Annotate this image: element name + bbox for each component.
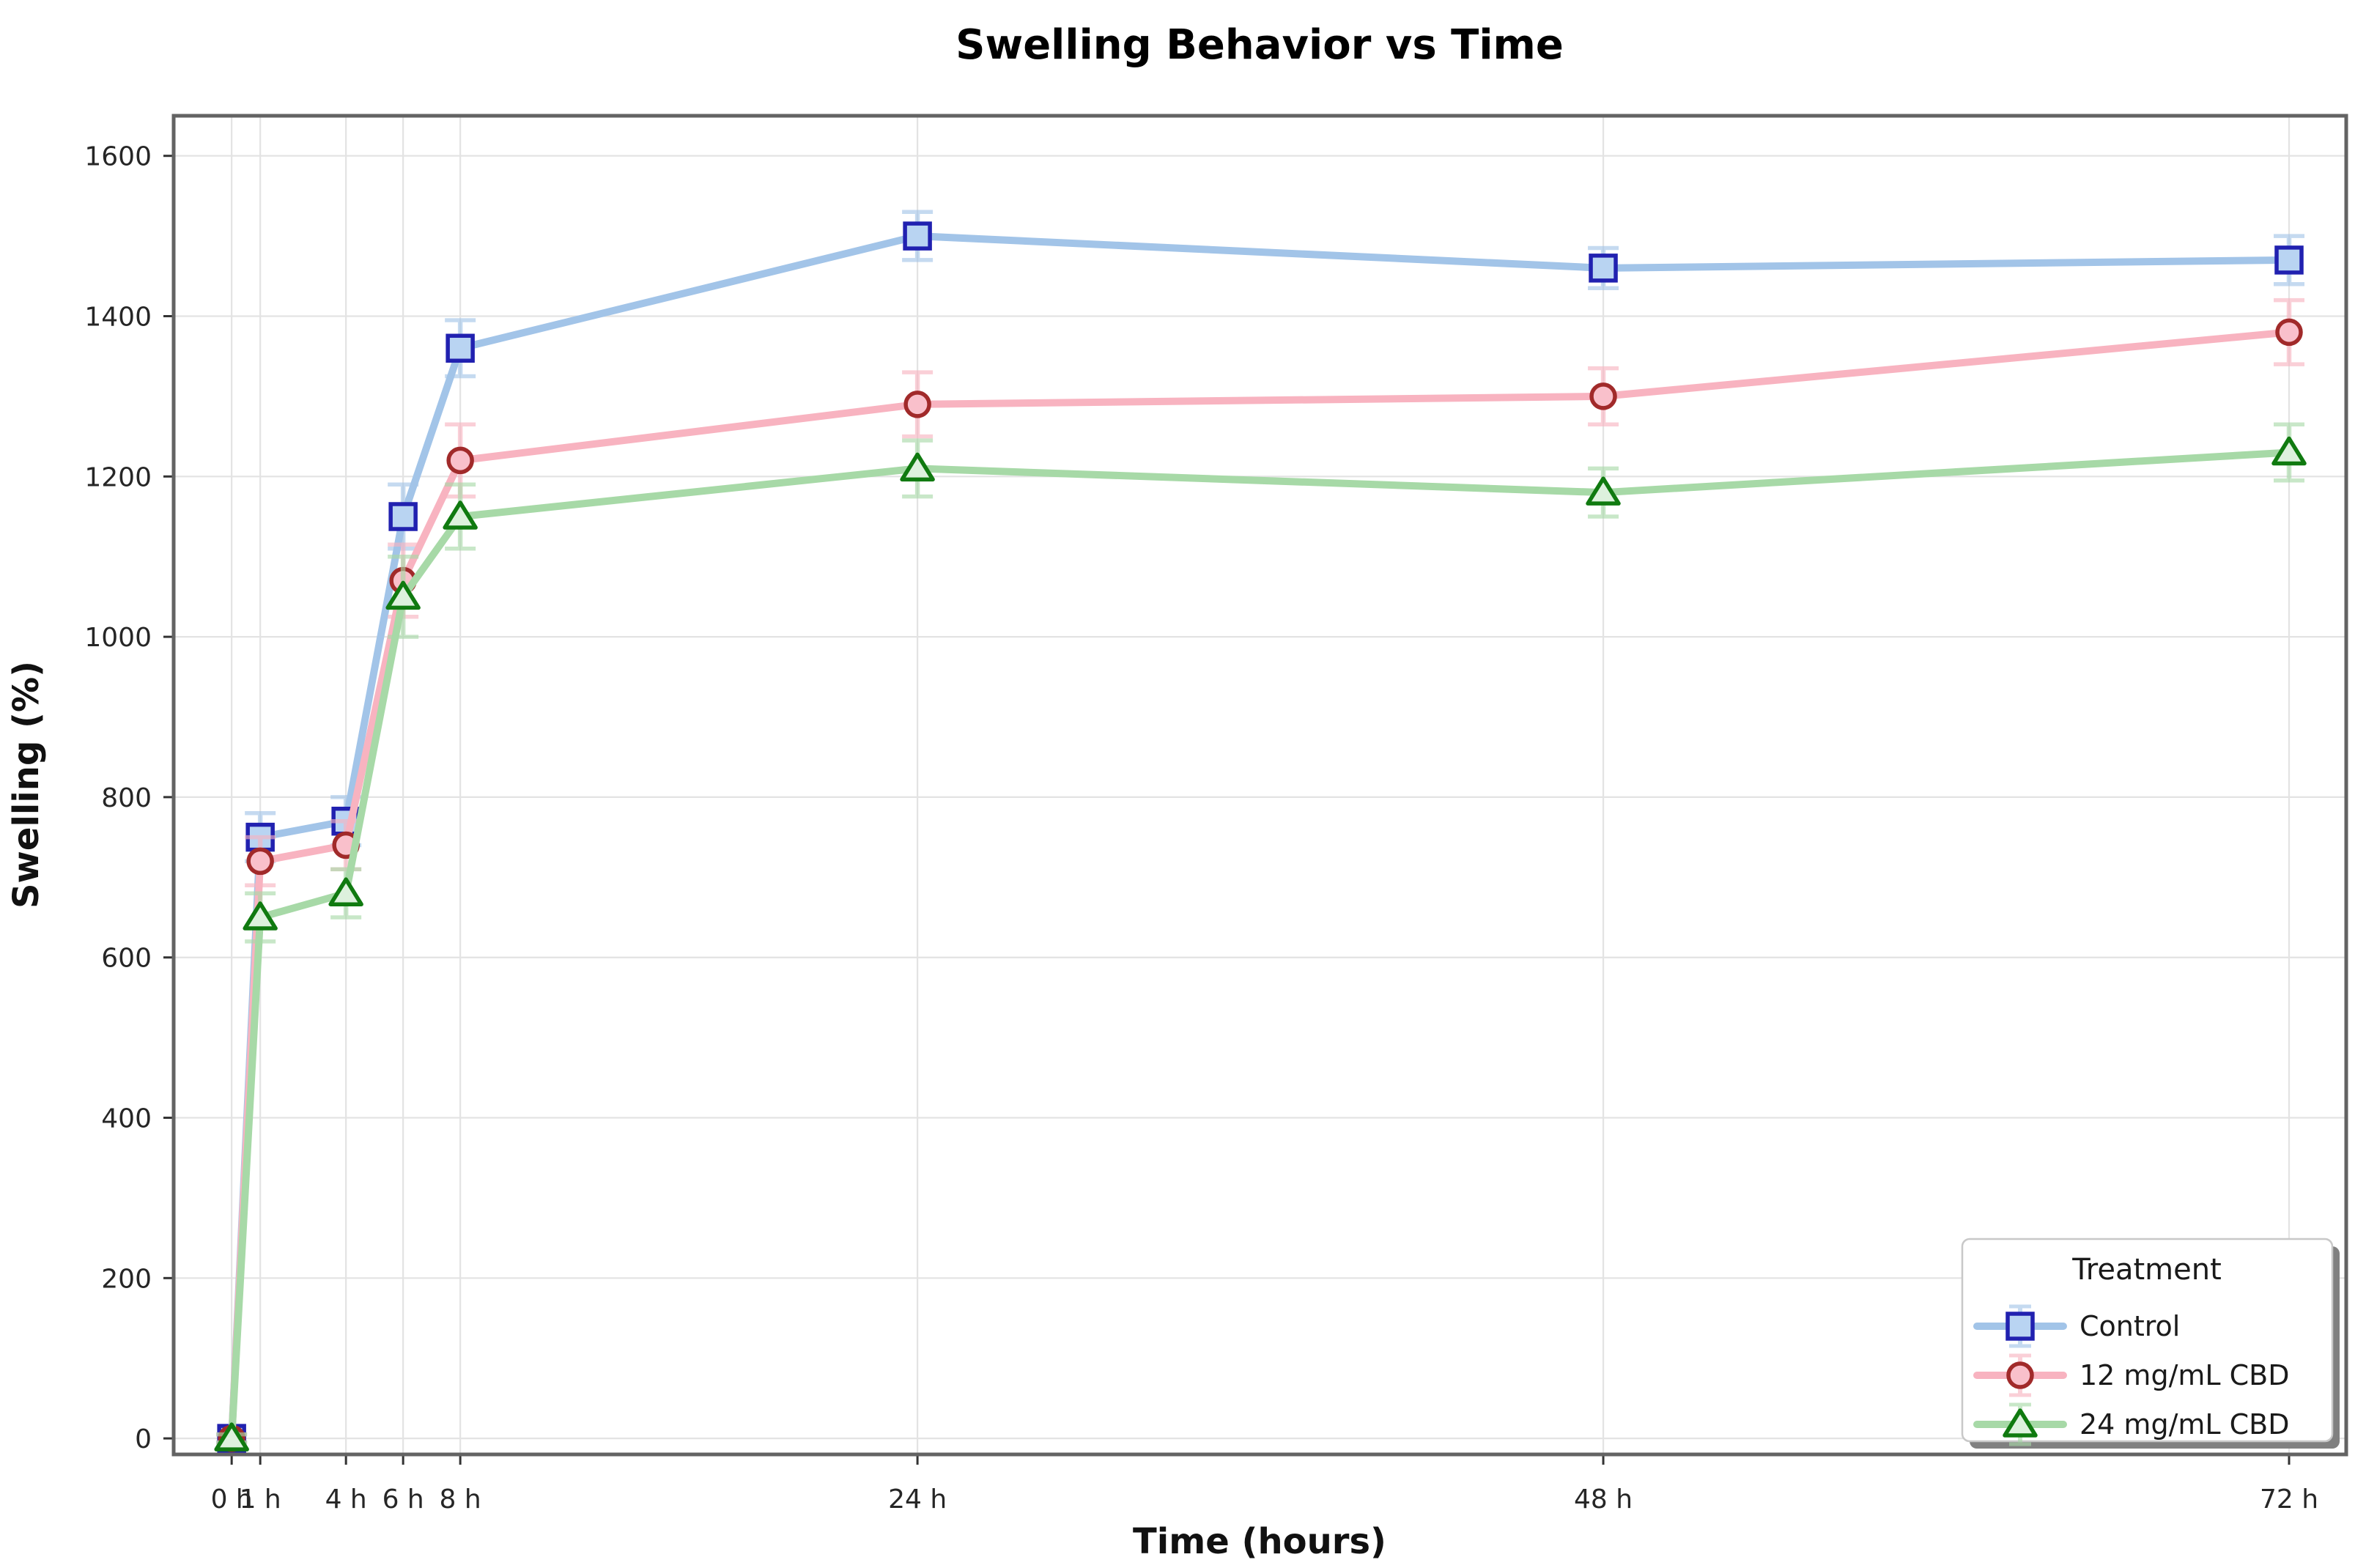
x-tick-label: 8 h — [440, 1484, 481, 1515]
y-tick-label: 1000 — [84, 623, 152, 653]
y-tick-label: 1600 — [84, 142, 152, 172]
data-point-marker — [903, 221, 932, 251]
data-point-marker — [2275, 318, 2303, 347]
y-axis-label: Swelling (%) — [6, 661, 47, 909]
legend-entry: 24 mg/mL CBD — [1973, 1402, 2290, 1446]
series-line — [228, 328, 2293, 1443]
data-point-marker — [243, 901, 278, 931]
x-tick-label: 72 h — [2260, 1484, 2318, 1515]
data-point-marker — [903, 391, 931, 418]
x-tick-label: 4 h — [325, 1484, 367, 1515]
legend-label: Control — [2080, 1310, 2180, 1342]
data-point-marker — [1586, 476, 1621, 506]
legend-box — [1961, 1238, 2334, 1443]
legend-label: 24 mg/mL CBD — [2080, 1408, 2290, 1441]
chart-title: Swelling Behavior vs Time — [955, 21, 1564, 69]
data-point-marker — [2274, 245, 2304, 275]
data-point-marker — [328, 877, 363, 906]
axes-border — [171, 114, 2348, 1457]
data-point-marker — [443, 500, 478, 530]
y-tick-label: 1200 — [84, 462, 152, 492]
legend-marker — [2003, 1408, 2038, 1438]
data-series — [214, 210, 2307, 1453]
legend-marker — [2005, 1312, 2035, 1341]
x-tick-label: 0 h — [211, 1484, 253, 1515]
x-axis-label: Time (hours) — [1133, 1521, 1386, 1562]
data-point-marker — [246, 847, 274, 876]
legend-marker — [2006, 1361, 2034, 1389]
series-24-mg-ml-cbd — [214, 422, 2307, 1451]
y-tick-label: 0 — [135, 1424, 152, 1454]
data-point-marker — [1589, 254, 1618, 283]
data-point-marker — [900, 452, 935, 482]
x-tick-labels: 0 h1 h 4 h 6 h 8 h 24 h 48 h 72 h — [211, 1484, 2318, 1515]
legend-title: Treatment — [2071, 1253, 2222, 1287]
x-tick-label: 6 h — [382, 1484, 424, 1515]
data-point-marker — [214, 1422, 249, 1451]
data-point-marker — [2271, 436, 2307, 466]
data-point-marker — [388, 502, 418, 531]
series-line — [228, 448, 2293, 1443]
y-tick-label: 800 — [101, 783, 152, 813]
x-tick-label: 48 h — [1574, 1484, 1633, 1515]
legend-entry: 12 mg/mL CBD — [1973, 1353, 2290, 1397]
legend-entry: Control — [1973, 1304, 2180, 1348]
legend-label: 12 mg/mL CBD — [2080, 1359, 2290, 1391]
data-point-marker — [385, 580, 421, 610]
data-point-marker — [1589, 382, 1617, 410]
y-tick-label: 600 — [101, 944, 152, 974]
data-point-marker — [446, 446, 474, 475]
y-tick-label: 200 — [101, 1264, 152, 1294]
y-tick-labels: 0 200 400 600 800 1000 1200 1400 1600 — [84, 142, 152, 1454]
y-tick-label: 1400 — [84, 303, 152, 333]
legend: Control 12 mg/mL CBD 24 mg/mL CBD — [1961, 1238, 2340, 1449]
x-tick-label: 24 h — [888, 1484, 947, 1515]
x-tick-label: 1 h — [240, 1484, 281, 1515]
data-point-marker — [446, 333, 475, 363]
y-tick-label: 400 — [101, 1104, 152, 1134]
